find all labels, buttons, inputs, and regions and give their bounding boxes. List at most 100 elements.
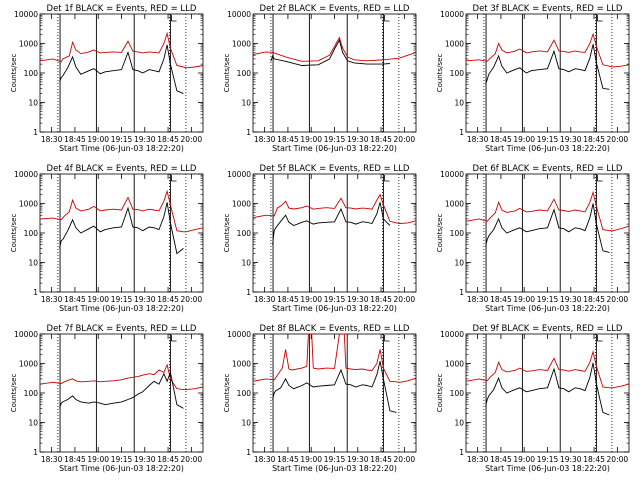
y-tick-label: 1 [246,288,251,297]
y-axis-label: Counts/sec [10,374,18,413]
lld-series-line [465,32,630,68]
x-tick-label: 18:30 [41,455,63,464]
corner-marker [171,335,177,342]
y-axis-label: Counts/sec [436,54,444,93]
x-tick-label: 19:00 [87,295,109,304]
x-tick-label: 18:45 [277,455,299,464]
y-tick-label: 10000 [227,10,251,19]
x-tick-label: 18:45 [157,455,179,464]
x-axis-label: Start Time (06-Jun-03 18:22:20) [272,144,397,153]
chart-panel: Det 4f BLACK = Events, RED = LLD 1 10 100 10… [10,164,204,313]
x-tick-label: 19:30 [134,295,156,304]
y-tick-label: 1000 [19,40,38,49]
x-tick-label: 19:15 [324,455,346,464]
x-tick-label: 18:30 [254,455,276,464]
y-tick-label: 1 [33,448,38,457]
y-tick-label: 1 [459,288,464,297]
chart-panel: Det 7f BLACK = Events, RED = LLD 1 10 100 10… [10,324,204,473]
x-tick-label: 19:00 [300,455,322,464]
x-axis-label: Start Time (06-Jun-03 18:22:20) [485,464,610,473]
x-tick-label: 18:30 [467,135,489,144]
y-tick-label: 100 [24,389,39,398]
y-tick-label: 10000 [14,10,38,19]
corner-marker [597,335,603,342]
events-series-line [485,44,610,90]
y-tick-label: 1 [33,288,38,297]
x-tick-label: 18:30 [254,135,276,144]
y-tick-label: 10000 [227,170,251,179]
x-tick-label: 18:45 [64,295,86,304]
y-tick-label: 10 [454,259,464,268]
x-tick-label: 19:30 [134,135,156,144]
events-series-line [59,370,184,409]
x-tick-label: 19:30 [347,295,369,304]
y-tick-label: 100 [237,229,252,238]
y-tick-label: 1000 [19,200,38,209]
events-series-line [485,203,610,253]
x-tick-label: 19:00 [87,135,109,144]
y-axis-label: Counts/sec [223,214,231,253]
lld-series-line [252,193,417,224]
x-tick-label: 18:30 [41,295,63,304]
plot-frame [465,333,630,453]
events-series-line [59,44,184,95]
x-axis-label: Start Time (06-Jun-03 18:22:20) [272,464,397,473]
x-tick-label: 18:30 [254,295,276,304]
y-tick-label: 100 [450,229,465,238]
events-series-line [270,38,390,66]
chart-panel: Det 8f BLACK = Events, RED = LLD 1 10 100 10… [223,324,417,473]
panel-title: Det 9f BLACK = Events, RED = LLD [473,324,623,334]
lld-series-line [465,350,630,389]
chart-panel: Det 2f BLACK = Events, RED = LLD 1 10 100 10… [223,4,417,153]
chart-panel: Det 1f BLACK = Events, RED = LLD 1 10 100 10… [10,4,204,153]
x-axis-label: Start Time (06-Jun-03 18:22:20) [485,304,610,313]
y-tick-label: 10 [28,99,38,108]
x-tick-label: 19:00 [300,295,322,304]
events-series-line [272,202,391,245]
plot-frame [465,173,630,293]
events-series-line [485,362,610,416]
y-tick-label: 1000 [232,360,251,369]
x-tick-label: 19:30 [560,135,582,144]
corner-marker [384,175,390,182]
x-tick-label: 18:45 [490,295,512,304]
x-tick-label: 19:15 [537,455,559,464]
y-tick-label: 10000 [227,330,251,339]
y-tick-label: 10000 [440,170,464,179]
corner-marker [597,15,603,22]
x-tick-label: 19:30 [134,455,156,464]
x-tick-label: 20:00 [181,135,203,144]
y-tick-label: 10 [28,419,38,428]
x-axis-label: Start Time (06-Jun-03 18:22:20) [485,144,610,153]
corner-marker [597,175,603,182]
y-tick-label: 100 [450,389,465,398]
x-tick-label: 18:45 [64,455,86,464]
y-tick-label: 10 [454,99,464,108]
x-tick-label: 20:00 [607,135,629,144]
x-tick-label: 19:30 [560,295,582,304]
lld-series-line [39,31,204,69]
y-tick-label: 1000 [445,360,464,369]
y-tick-label: 10 [241,259,251,268]
y-tick-label: 1 [246,448,251,457]
events-series-line [59,202,184,255]
x-tick-label: 18:45 [277,135,299,144]
x-tick-label: 18:45 [583,135,605,144]
x-tick-label: 19:15 [537,295,559,304]
x-tick-label: 19:00 [87,455,109,464]
y-tick-label: 1 [459,128,464,137]
corner-marker [171,175,177,182]
y-tick-label: 100 [237,69,252,78]
x-tick-label: 19:30 [347,135,369,144]
plot-frame [252,333,417,453]
x-axis-label: Start Time (06-Jun-03 18:22:20) [59,304,184,313]
plot-frame [39,333,204,453]
y-tick-label: 10000 [14,330,38,339]
lld-series-line [39,363,204,391]
y-tick-label: 1000 [232,40,251,49]
events-series-line [272,361,397,413]
panel-title: Det 1f BLACK = Events, RED = LLD [47,4,197,14]
y-axis-label: Counts/sec [10,214,18,253]
plot-frame [465,13,630,133]
